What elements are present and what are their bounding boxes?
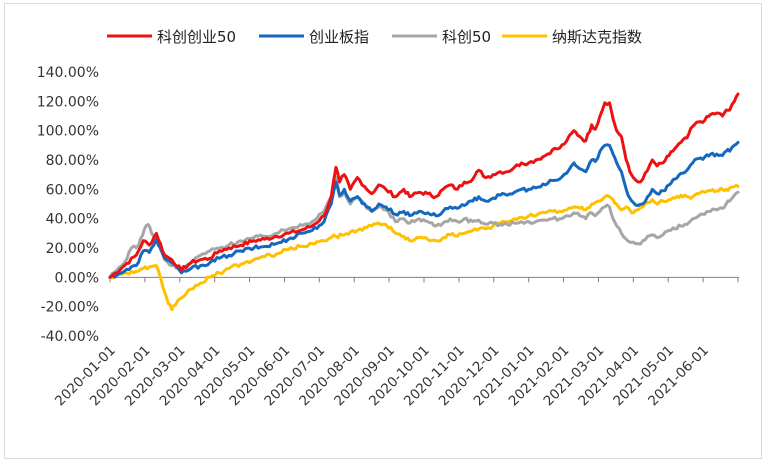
y-tick-label: 0.00% bbox=[55, 270, 99, 286]
y-tick-label: 120.00% bbox=[37, 94, 99, 110]
y-tick-label: 80.00% bbox=[46, 153, 99, 169]
series-line bbox=[108, 92, 740, 279]
legend-label: 纳斯达克指数 bbox=[552, 28, 642, 46]
series-line bbox=[108, 183, 740, 312]
legend-label: 科创创业50 bbox=[157, 28, 236, 46]
legend: 科创创业50 创业板指 科创50 纳斯达克指数 bbox=[107, 28, 642, 46]
y-tick-label: 40.00% bbox=[46, 212, 99, 228]
legend-label: 创业板指 bbox=[309, 28, 369, 46]
y-tick-label: 140.00% bbox=[37, 65, 99, 81]
y-tick-label: 20.00% bbox=[46, 241, 99, 257]
chart-frame: 科创创业50 创业板指 科创50 纳斯达克指数 -40.00% -20.00% 0.00%… bbox=[4, 3, 762, 459]
y-axis: -40.00% -20.00% 0.00% 20.00% 40.00% 60.00% 80.… bbox=[37, 65, 99, 345]
y-tick-label: -20.00% bbox=[41, 300, 99, 316]
legend-label: 科创50 bbox=[442, 28, 491, 46]
series-line bbox=[108, 140, 740, 279]
y-tick-label: 60.00% bbox=[46, 182, 99, 198]
plot-area bbox=[108, 92, 740, 312]
x-axis: 2020-01-012020-02-012020-03-012020-04-01… bbox=[52, 276, 739, 409]
y-tick-label: -40.00% bbox=[41, 329, 99, 345]
y-tick-label: 100.00% bbox=[37, 124, 99, 140]
chart-svg: 科创创业50 创业板指 科创50 纳斯达克指数 -40.00% -20.00% 0.00%… bbox=[37, 28, 740, 409]
series-line bbox=[108, 176, 740, 279]
